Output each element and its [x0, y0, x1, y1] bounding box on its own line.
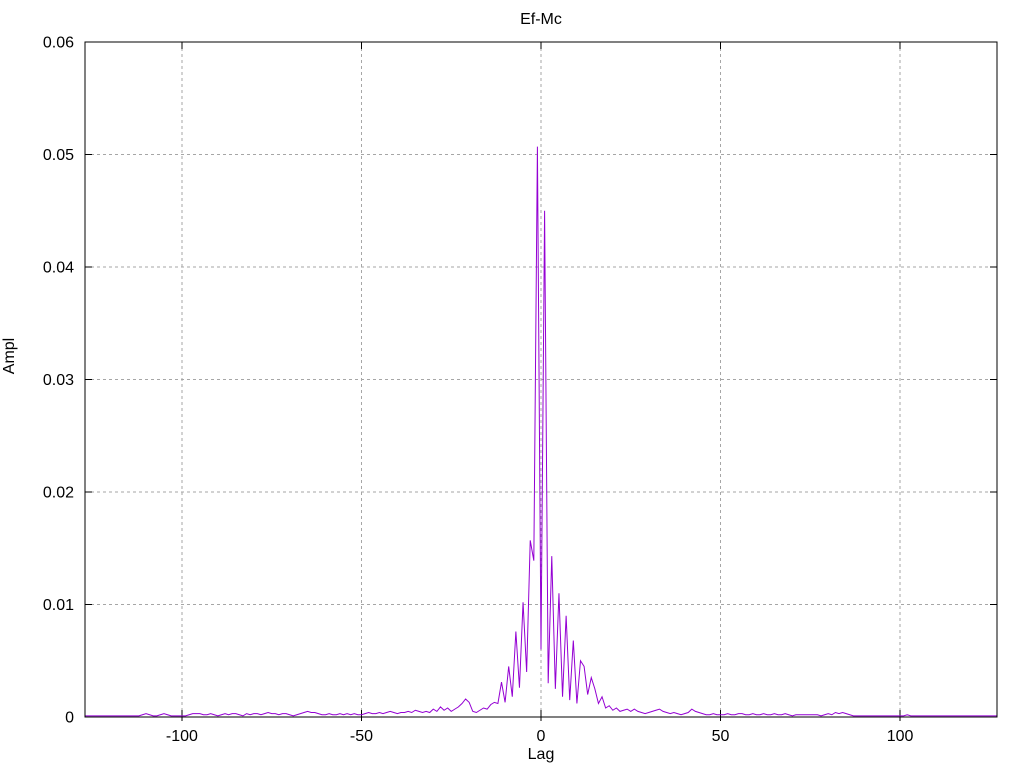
svg-text:0.06: 0.06 — [43, 34, 74, 51]
svg-text:-100: -100 — [166, 728, 198, 745]
data-line — [85, 146, 997, 717]
svg-text:100: 100 — [887, 728, 914, 745]
svg-text:0.04: 0.04 — [43, 259, 74, 276]
svg-text:0.01: 0.01 — [43, 597, 74, 614]
svg-text:-50: -50 — [350, 728, 373, 745]
x-tick-labels: -100 -50 0 50 100 — [166, 728, 914, 745]
svg-text:50: 50 — [712, 728, 730, 745]
svg-text:0: 0 — [65, 709, 74, 726]
gridlines — [85, 42, 997, 717]
svg-text:0.02: 0.02 — [43, 484, 74, 501]
svg-text:0: 0 — [537, 728, 546, 745]
plot-border — [84, 41, 998, 718]
svg-text:0.03: 0.03 — [43, 372, 74, 389]
svg-text:0.05: 0.05 — [43, 147, 74, 164]
x-axis-label: Lag — [527, 746, 555, 763]
y-tick-labels: 0 0.01 0.02 0.03 0.04 0.05 0.06 — [43, 34, 74, 726]
chart-title: Ef-Mc — [520, 11, 562, 28]
